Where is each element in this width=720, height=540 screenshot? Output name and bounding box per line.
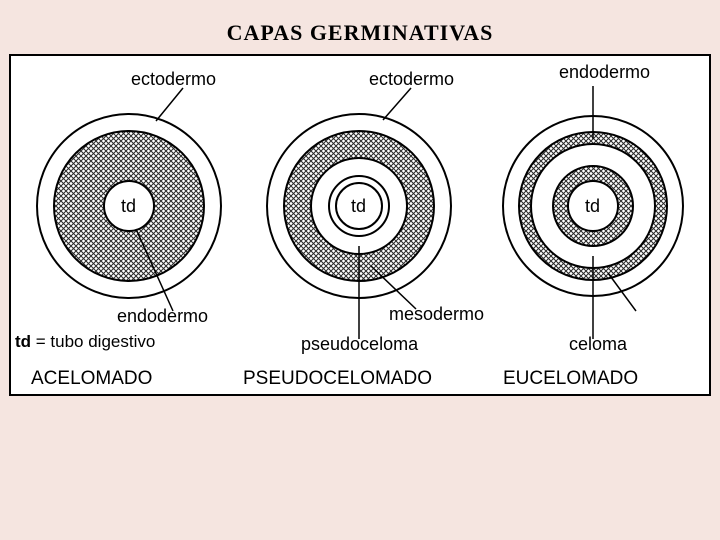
category-eucelomado: EUCELOMADO (503, 368, 638, 390)
label-td-1: td (121, 196, 136, 217)
category-acelomado: ACELOMADO (31, 368, 152, 390)
label-celoma: celoma (569, 334, 627, 355)
label-endodermo-2: endodermo (559, 62, 650, 83)
label-ectodermo-1: ectodermo (131, 69, 216, 90)
legend-prefix: td (15, 332, 31, 351)
legend-text: = tubo digestivo (31, 332, 155, 351)
label-ectodermo-2: ectodermo (369, 69, 454, 90)
label-mesodermo: mesodermo (389, 304, 484, 325)
label-td-3: td (585, 196, 600, 217)
page-title: CAPAS GERMINATIVAS (227, 20, 494, 46)
diagram-panel: ectodermo ectodermo endodermo td td td e… (9, 54, 711, 396)
label-endodermo-1: endodermo (117, 306, 208, 327)
category-pseudocelomado: PSEUDOCELOMADO (243, 368, 432, 390)
label-pseudoceloma: pseudoceloma (301, 334, 418, 355)
legend: td = tubo digestivo (15, 332, 155, 352)
label-td-2: td (351, 196, 366, 217)
